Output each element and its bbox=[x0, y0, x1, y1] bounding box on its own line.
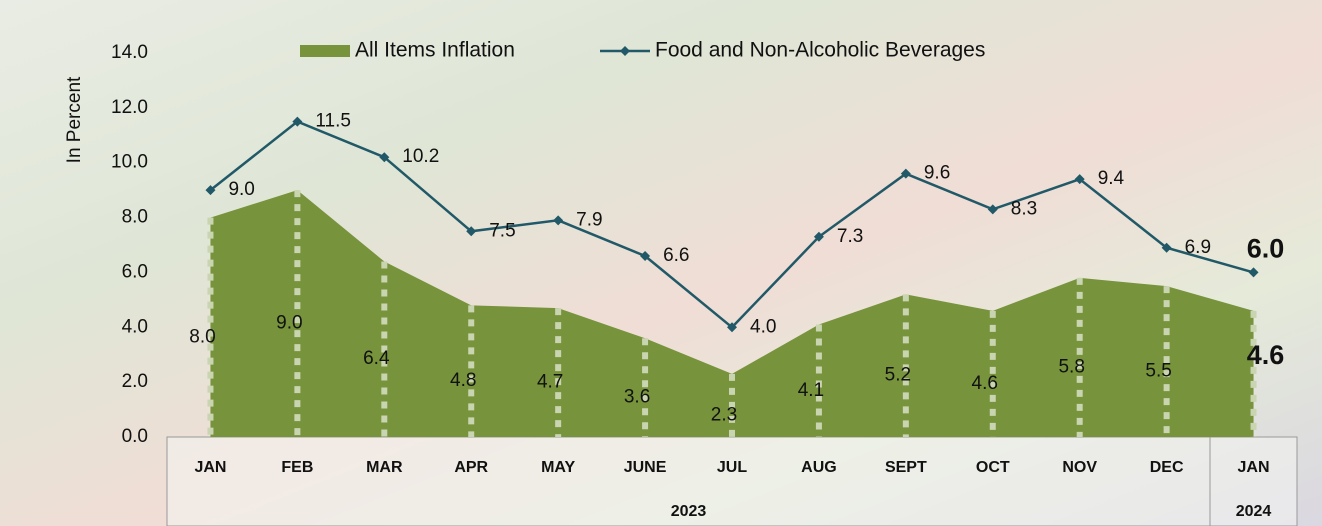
line-value-label: 6.0 bbox=[1247, 234, 1285, 264]
line-value-label: 9.0 bbox=[228, 179, 254, 200]
area-value-label: 2.3 bbox=[711, 404, 737, 425]
area-value-label: 4.7 bbox=[537, 372, 563, 393]
y-tick-label: 4.0 bbox=[122, 316, 148, 337]
chart: In Percent 0.0 2.0 4.0 6.0 8.0 10.0 12.0 14.0 JA… bbox=[0, 0, 1322, 526]
y-tick-label: 6.0 bbox=[122, 261, 148, 282]
x-tick-label: JAN bbox=[1238, 459, 1270, 476]
x-tick-label: DEC bbox=[1150, 459, 1184, 476]
area-value-label: 6.4 bbox=[363, 348, 390, 369]
line-value-label: 10.2 bbox=[402, 146, 439, 167]
x-tick-label: APR bbox=[454, 459, 488, 476]
y-tick-label: 12.0 bbox=[111, 97, 148, 118]
x-tick-label: SEPT bbox=[885, 459, 927, 476]
x-tick-label: MAR bbox=[366, 459, 403, 476]
line-value-label: 4.0 bbox=[750, 316, 776, 337]
line-value-label: 6.6 bbox=[663, 245, 689, 266]
line-value-label: 7.3 bbox=[837, 226, 863, 247]
y-axis-label: In Percent bbox=[64, 76, 85, 163]
line-value-label: 7.9 bbox=[576, 209, 602, 230]
category-box bbox=[167, 437, 1297, 526]
x-tick-label: MAY bbox=[541, 459, 575, 476]
area-value-label: 9.0 bbox=[276, 313, 302, 334]
x-tick-label: JUNE bbox=[624, 459, 667, 476]
group-label: 2024 bbox=[1236, 503, 1272, 520]
y-tick-label: 8.0 bbox=[122, 207, 148, 228]
y-tick-label: 10.0 bbox=[111, 152, 148, 173]
x-tick-label: OCT bbox=[976, 459, 1010, 476]
legend-label: All Items Inflation bbox=[355, 39, 515, 62]
area-value-label: 5.5 bbox=[1145, 361, 1171, 382]
page: In Percent 0.0 2.0 4.0 6.0 8.0 10.0 12.0 14.0 JA… bbox=[0, 0, 1322, 526]
area-value-label: 5.8 bbox=[1058, 356, 1084, 377]
area-value-label: 4.1 bbox=[798, 380, 824, 401]
line-value-label: 9.4 bbox=[1098, 168, 1125, 189]
y-tick-label: 14.0 bbox=[111, 42, 148, 63]
legend-label: Food and Non-Alcoholic Beverages bbox=[655, 39, 985, 62]
y-tick-label: 2.0 bbox=[122, 371, 148, 392]
area-value-label: 5.2 bbox=[885, 365, 911, 386]
area-value-label: 3.6 bbox=[624, 387, 650, 408]
x-tick-label: AUG bbox=[801, 459, 837, 476]
area-value-label: 8.0 bbox=[189, 326, 215, 347]
line-value-label: 6.9 bbox=[1185, 237, 1211, 258]
x-tick-label: FEB bbox=[281, 459, 313, 476]
line-value-label: 9.6 bbox=[924, 163, 950, 184]
x-tick-label: NOV bbox=[1062, 459, 1097, 476]
x-tick-label: JAN bbox=[194, 459, 226, 476]
legend-swatch bbox=[300, 45, 350, 57]
area-value-label: 4.6 bbox=[1247, 340, 1285, 370]
area-value-label: 4.6 bbox=[972, 373, 998, 394]
line-value-label: 8.3 bbox=[1011, 198, 1037, 219]
group-label: 2023 bbox=[671, 503, 707, 520]
line-value-label: 11.5 bbox=[315, 111, 351, 132]
x-tick-label: JUL bbox=[717, 459, 747, 476]
y-tick-label: 0.0 bbox=[122, 426, 148, 447]
area-value-label: 4.8 bbox=[450, 370, 476, 391]
line-value-label: 7.5 bbox=[489, 220, 515, 241]
